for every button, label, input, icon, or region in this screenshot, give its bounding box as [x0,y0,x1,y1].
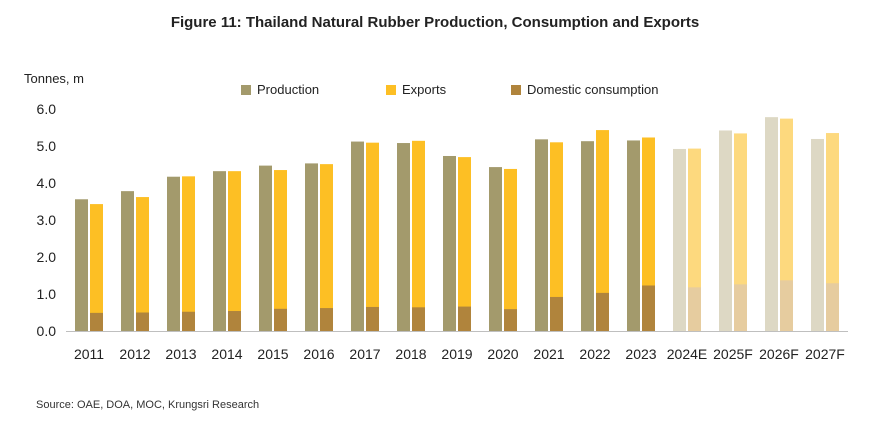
bar-domestic-consumption [320,308,333,331]
x-tick-label: 2022 [579,346,610,362]
bar-domestic-consumption [412,307,425,331]
legend-swatch-production [241,84,251,95]
y-tick-label: 2.0 [37,249,57,265]
bar-production [397,143,410,331]
x-tick-label: 2020 [487,346,518,362]
x-tick-label: 2018 [395,346,426,362]
bar-exports [366,142,379,331]
bar-production [75,199,88,331]
bar-production [167,176,180,331]
y-tick-label: 3.0 [37,212,57,228]
bar-production [213,171,226,331]
bar-exports [320,164,333,331]
x-tick-label: 2024E [667,346,707,362]
x-tick-label: 2014 [211,346,242,362]
y-tick-label: 1.0 [37,286,57,302]
bar-domestic-consumption [596,292,609,331]
legend-label-exports: Exports [402,82,447,97]
source-note: Source: OAE, DOA, MOC, Krungsri Research [36,399,260,411]
bar-domestic-consumption [228,311,241,331]
x-tick-label: 2021 [533,346,564,362]
x-tick-label: 2016 [303,346,334,362]
bar-domestic-consumption [366,306,379,331]
bar-exports [596,130,609,331]
bar-production [673,148,686,331]
legend-label-domestic-consumption: Domestic consumption [527,82,659,97]
legend-item-production: Production [241,82,319,97]
x-tick-label: 2026F [759,346,799,362]
bar-production [489,167,502,331]
bar-exports [642,137,655,331]
bar-domestic-consumption [458,306,471,331]
x-tick-label: 2025F [713,346,753,362]
x-tick-label: 2019 [441,346,472,362]
bar-production [443,155,456,331]
bar-production [305,163,318,331]
legend-label-production: Production [257,82,320,97]
bar-production [719,130,732,331]
bar-domestic-consumption [734,284,747,331]
x-tick-label: 2012 [119,346,150,362]
bar-exports [182,176,195,331]
bar-domestic-consumption [274,308,287,331]
bar-domestic-consumption [136,312,149,331]
bar-production [121,191,134,331]
bar-domestic-consumption [688,287,701,331]
bar-production [811,138,824,331]
y-axis-label: Tonnes, m [24,71,84,86]
legend-item-exports: Exports [386,82,446,97]
y-tick-label: 5.0 [37,138,57,154]
bar-exports [228,171,241,331]
bar-production [535,139,548,331]
bar-domestic-consumption [780,280,793,331]
bar-exports [780,118,793,332]
bar-exports [136,197,149,331]
bar-exports [274,170,287,331]
y-tick-label: 6.0 [37,101,57,117]
bar-production [581,141,594,331]
x-tick-label: 2027F [805,346,845,362]
bar-exports [412,140,425,331]
bar-exports [734,133,747,331]
bar-domestic-consumption [504,309,517,331]
bar-domestic-consumption [550,296,563,331]
legend-swatch-domestic-consumption [511,84,521,95]
y-tick-label: 4.0 [37,175,57,191]
bar-exports [90,204,103,331]
bar-production [765,117,778,331]
bar-domestic-consumption [642,285,655,331]
bar-exports [504,168,517,331]
bar-exports [826,133,839,331]
x-tick-label: 2015 [257,346,288,362]
x-tick-label: 2011 [74,346,104,362]
bar-domestic-consumption [90,312,103,331]
bar-exports [458,157,471,331]
y-tick-label: 0.0 [37,323,57,339]
legend-item-domestic-consumption: Domestic consumption [511,82,659,97]
x-tick-label: 2017 [349,346,380,362]
chart-legend: Production Exports Domestic consumption [0,82,870,100]
bar-domestic-consumption [826,283,839,331]
bar-exports [550,142,563,331]
bar-domestic-consumption [182,311,195,331]
x-tick-label: 2023 [625,346,656,362]
bar-production [259,165,272,331]
bar-production [627,140,640,331]
bar-exports [688,148,701,331]
x-tick-label: 2013 [165,346,196,362]
bar-production [351,141,364,331]
legend-swatch-exports [386,84,396,95]
chart-title: Figure 11: Thailand Natural Rubber Produ… [170,14,700,31]
